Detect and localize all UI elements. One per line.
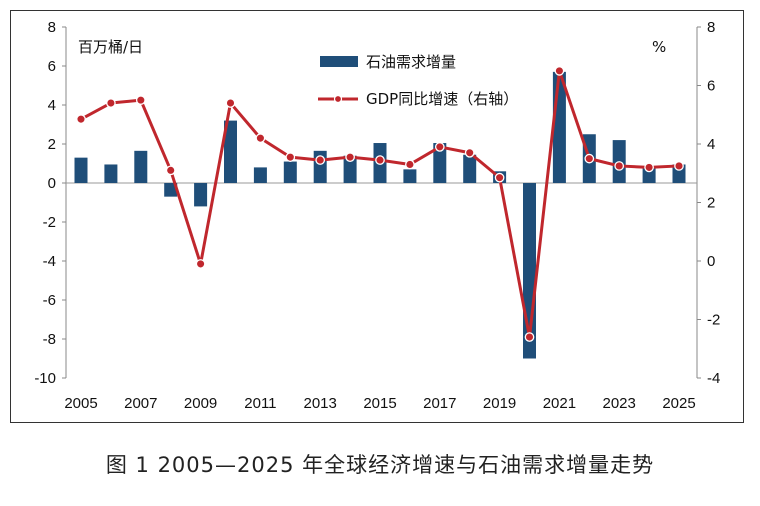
- chart: 8 6 4 2 0 -2 -4 -6 -8 -10 8 6 4 2 0 -2 -4 2005 2007 2009 201…: [34, 19, 720, 412]
- left-tick-label: -2: [43, 214, 56, 231]
- right-tick-label: 0: [707, 253, 715, 270]
- bar-2005: [74, 157, 88, 183]
- x-tick-label: 2021: [543, 395, 576, 412]
- left-tick-label: 0: [48, 175, 56, 192]
- bar-2006: [104, 164, 118, 183]
- gdp-point-2010: [225, 98, 236, 108]
- left-tick-label: 4: [48, 97, 56, 114]
- gdp-point-2021: [554, 66, 565, 76]
- right-tick-label: 4: [707, 136, 715, 153]
- x-tick-label: 2019: [483, 395, 516, 412]
- gdp-point-2022: [584, 153, 595, 164]
- axes: [62, 26, 701, 379]
- x-tick-label: 2017: [423, 395, 456, 412]
- bar-2017: [433, 143, 447, 183]
- gdp-point-2023: [614, 161, 625, 171]
- bar-2009: [194, 183, 208, 207]
- legend: 石油需求增量 GDP同比增速（右轴）: [318, 53, 518, 108]
- gdp-point-2024: [644, 162, 654, 173]
- gdp-point-2013: [315, 155, 326, 165]
- x-tick-label: 2025: [662, 395, 695, 412]
- right-axis-unit: %: [652, 38, 666, 56]
- gdp-point-2008: [165, 165, 176, 176]
- gdp-point-2006: [106, 98, 116, 108]
- gdp-point-2011: [255, 133, 266, 143]
- bar-2010: [224, 120, 237, 183]
- legend-line-marker: [333, 94, 343, 104]
- bar-2008: [164, 183, 178, 197]
- x-tick-label: 2005: [64, 395, 97, 412]
- right-tick-label: -2: [707, 312, 720, 329]
- figure-caption: 图 1 2005—2025 年全球经济增速与石油需求增量走势: [105, 453, 655, 477]
- left-tick-label: -6: [43, 292, 56, 309]
- left-tick-label: 2: [48, 136, 56, 153]
- left-tick-label: 8: [48, 19, 56, 36]
- right-tick-label: 8: [707, 19, 715, 36]
- line-series: [76, 66, 684, 342]
- legend-line-label: GDP同比增速（右轴）: [366, 90, 518, 108]
- gdp-point-2009: [195, 259, 206, 269]
- gdp-point-2012: [285, 152, 296, 163]
- gdp-point-2018: [464, 147, 475, 158]
- gdp-point-2020: [524, 332, 535, 342]
- x-tick-label: 2015: [363, 395, 396, 412]
- gdp-point-2007: [135, 95, 146, 105]
- gdp-point-2017: [434, 142, 445, 152]
- chart-frame: [10, 10, 744, 423]
- x-tick-label: 2011: [244, 395, 276, 412]
- left-tick-label: -4: [43, 253, 56, 270]
- left-tick-label: 6: [48, 58, 56, 75]
- gdp-point-2015: [375, 155, 385, 165]
- x-tick-label: 2009: [184, 395, 217, 412]
- bar-2018: [463, 154, 477, 183]
- bar-series: [74, 71, 686, 359]
- legend-bar-label: 石油需求增量: [366, 53, 456, 71]
- gdp-point-2014: [345, 152, 355, 163]
- right-tick-label: 2: [707, 195, 715, 212]
- left-axis-unit: 百万桶/日: [78, 38, 143, 56]
- left-tick-label: -10: [34, 370, 56, 387]
- right-tick-label: 6: [707, 78, 715, 95]
- legend-bar-swatch: [320, 56, 358, 67]
- x-tick-label: 2007: [124, 395, 157, 412]
- bar-2012: [283, 161, 297, 183]
- bar-2016: [403, 169, 417, 183]
- gdp-line: [80, 69, 680, 339]
- bar-2007: [134, 150, 148, 183]
- x-tick-label: 2023: [603, 395, 636, 412]
- bar-2014: [343, 155, 357, 183]
- tick-labels: 8 6 4 2 0 -2 -4 -6 -8 -10 8 6 4 2 0 -2 -4 2005 2007 2009 201…: [34, 19, 720, 412]
- gdp-point-2019: [494, 172, 505, 183]
- bar-2011: [253, 167, 267, 183]
- left-tick-label: -8: [43, 331, 56, 348]
- x-tick-label: 2013: [304, 395, 337, 412]
- gdp-point-2016: [405, 159, 415, 170]
- gdp-point-2025: [674, 161, 684, 171]
- right-tick-label: -4: [707, 370, 720, 387]
- gdp-point-2005: [76, 114, 86, 124]
